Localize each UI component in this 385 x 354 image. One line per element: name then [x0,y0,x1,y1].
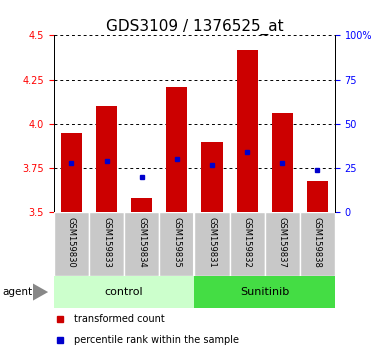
Text: control: control [105,287,144,297]
Text: GSM159838: GSM159838 [313,217,322,268]
Bar [89,212,124,276]
Bar [264,212,300,276]
Text: GSM159830: GSM159830 [67,217,76,268]
Bar [194,276,335,308]
Text: Sunitinib: Sunitinib [240,287,289,297]
Bar [201,142,223,212]
Bar [131,198,152,212]
Bar [61,133,82,212]
Text: GSM159837: GSM159837 [278,217,287,268]
Polygon shape [33,283,48,301]
Bar [194,212,229,276]
Bar [272,113,293,212]
Text: GSM159833: GSM159833 [102,217,111,268]
Bar [300,212,335,276]
Bar [54,212,89,276]
Bar [159,212,194,276]
Text: GSM159832: GSM159832 [243,217,252,268]
Bar [166,87,187,212]
Text: GSM159835: GSM159835 [172,217,181,268]
Text: GSM159834: GSM159834 [137,217,146,268]
Text: agent: agent [2,287,32,297]
Text: percentile rank within the sample: percentile rank within the sample [74,335,239,345]
Title: GDS3109 / 1376525_at: GDS3109 / 1376525_at [105,19,283,35]
Bar [54,276,194,308]
Text: GSM159831: GSM159831 [208,217,216,268]
Bar [229,212,265,276]
Bar [124,212,159,276]
Text: transformed count: transformed count [74,314,164,324]
Bar [307,181,328,212]
Bar [236,50,258,212]
Bar [96,106,117,212]
